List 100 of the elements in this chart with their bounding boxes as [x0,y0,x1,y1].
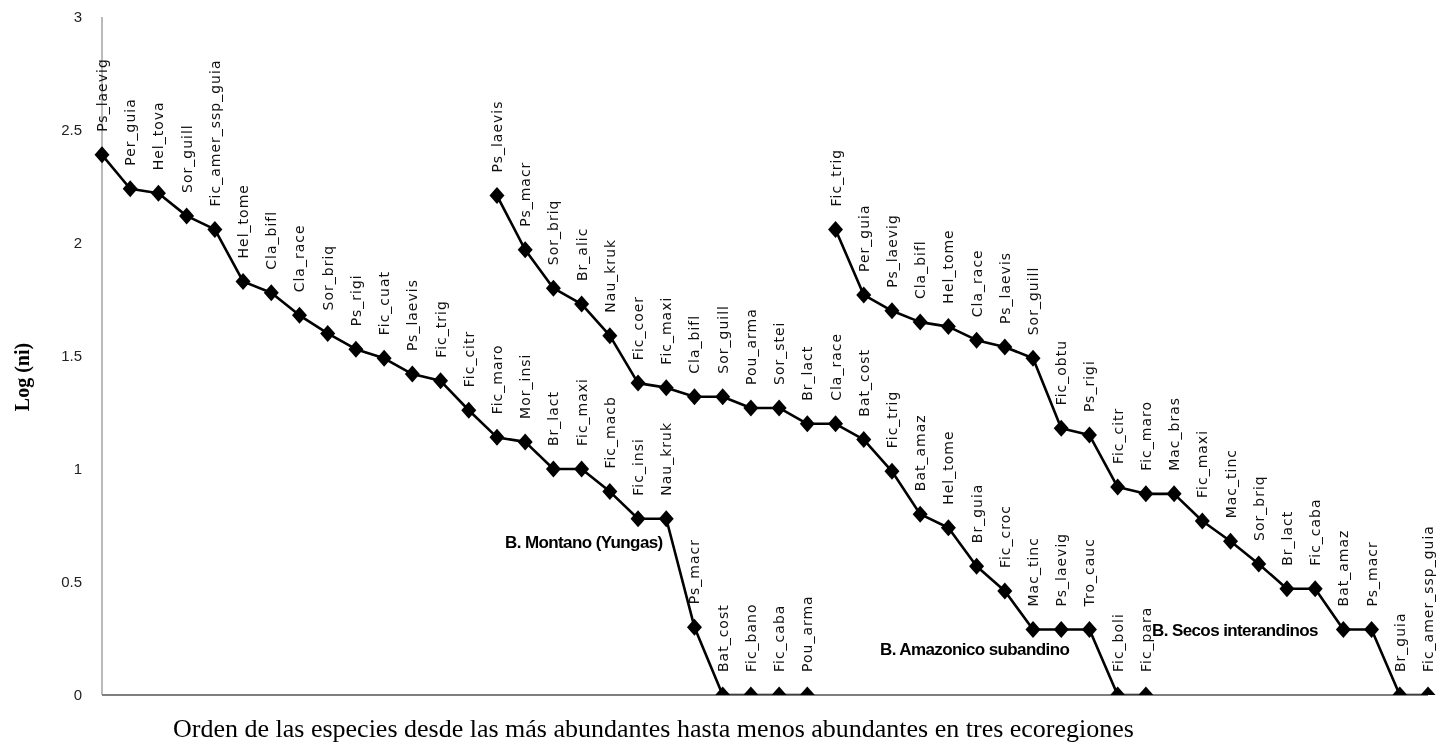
data-label: Hel_tome [940,229,957,304]
y-tick-label: 2.5 [61,121,82,139]
point [291,306,307,324]
point [912,313,928,331]
point [348,340,364,358]
data-label: Fic_maro [1137,401,1154,471]
y-tick-label: 1.5 [61,347,82,365]
y-axis-title: Log (ni) [10,342,34,412]
point [263,284,279,302]
point [771,399,787,417]
point [320,324,336,342]
point [1110,478,1126,496]
point [1081,620,1097,638]
data-label: Fic_maxi [1194,429,1211,498]
x-axis-title: Orden de las especies desde las más abundantes hasta menos abundantes en tres ecoregiones [173,714,1134,742]
data-label: Mac_bras [1166,396,1183,471]
point [1279,580,1295,598]
point [1251,555,1267,573]
data-label: Cla_bifl [263,210,280,270]
point [1194,512,1210,530]
data-label: Fic_coer [630,295,647,361]
point [574,460,590,478]
y-tick-label: 3 [73,8,82,26]
point [602,483,618,501]
data-label: Sor_briq [545,199,562,266]
point [828,415,844,433]
point [856,431,872,449]
data-label: Bat_cost [714,604,731,672]
point [404,365,420,383]
data-label: Fic_caba [1307,498,1324,566]
point [150,184,166,202]
data-label: Sor_stei [771,321,788,385]
data-label: Fic_caba [771,604,788,672]
point [940,519,956,537]
data-label: Fic_para [1137,606,1154,672]
point [235,272,251,290]
data-label: Fic_obtu [1053,339,1070,406]
data-label: Cla_race [291,224,308,293]
data-label: Fic_macb [601,396,618,469]
data-label: Br_guia [968,483,985,544]
data-label: Cla_race [968,249,985,318]
y-tick-label: 0 [73,686,82,704]
point [912,505,928,523]
data-label: Hel_tome [940,430,957,505]
data-label: Sor_guill [178,124,195,193]
data-label: Cla_bifl [912,240,929,300]
data-label: Ps_laevis [996,251,1013,324]
point [94,146,110,164]
point [828,220,844,238]
point [743,399,759,417]
data-label: Br_guia [1391,612,1408,672]
data-label: Fic_boli [1109,613,1126,672]
point [1335,620,1351,638]
point [376,349,392,367]
data-label: Mor_insi [517,353,534,419]
data-label: Fic_trig [883,390,900,449]
data-label: Sor_guill [714,305,731,374]
point [686,388,702,406]
point [715,388,731,406]
data-label: Mac_tinc [1025,537,1042,607]
point [1053,419,1069,437]
point [517,433,533,451]
data-label: Fic_cuat [376,270,393,336]
point [602,327,618,345]
data-label: Ps_rigi [1081,360,1098,413]
data-label: Fic_bano [742,603,759,672]
data-label: Ps_laevis [488,100,505,173]
point [489,428,505,446]
data-label: Nau_kruk [601,238,618,313]
y-tick-label: 2 [73,234,82,252]
series-label: B. Montano (Yungas) [505,533,663,552]
data-label: Cla_race [827,332,844,401]
point [179,207,195,225]
point [1053,620,1069,638]
data-label: Bat_cost [855,348,872,417]
data-label: Hel_tome [235,184,252,259]
series-label: B. Secos interandinos [1152,621,1318,640]
data-label: Bat_amaz [1335,529,1352,607]
data-label: Ps_macr [1363,541,1380,607]
point [1025,349,1041,367]
point [630,374,646,392]
y-tick-label: 0.5 [61,573,82,591]
point [489,187,505,205]
series-label: B. Amazonico subandino [880,640,1070,659]
data-label: Fic_citr [460,330,477,388]
data-label: Fic_maro [488,344,505,415]
data-label: Hel_tova [150,101,167,171]
data-label: Sor_briq [1250,475,1267,541]
point [461,401,477,419]
data-label: Mac_tinc [1222,449,1239,519]
data-label: Fic_maxi [658,296,675,365]
point [545,279,561,297]
data-label: Ps_laevig [94,58,110,132]
data-label: Br_lact [545,390,562,446]
point [997,338,1013,356]
point [517,241,533,259]
data-label: Ps_rigi [347,274,364,327]
data-label: Ps_laevig [1053,532,1070,607]
data-label: Ps_laevig [883,214,900,288]
data-label: Fic_amer_ssp_guia [206,59,223,207]
